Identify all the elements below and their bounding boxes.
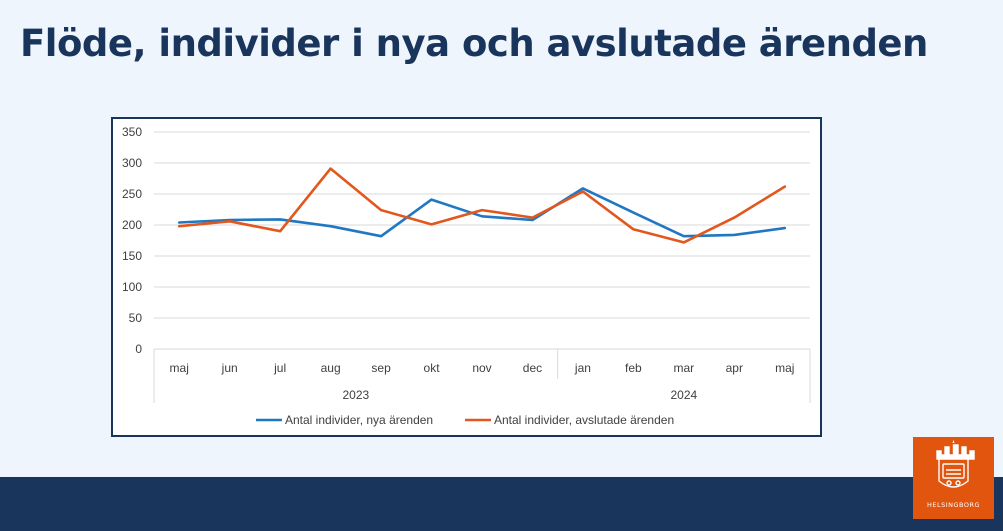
y-tick-label: 50 <box>129 311 143 325</box>
helsingborg-logo: HELSINGBORG <box>913 437 994 519</box>
x-tick-label: aug <box>321 361 341 375</box>
y-tick-label: 200 <box>122 218 142 232</box>
x-group-label: 2024 <box>670 388 697 402</box>
y-axis-ticks: 0 50 100 150 200 250 300 350 <box>122 125 142 356</box>
footer-band <box>0 477 1003 531</box>
y-tick-label: 300 <box>122 156 142 170</box>
legend-label-2: Antal individer, avslutade ärenden <box>494 413 674 427</box>
logo-text: HELSINGBORG <box>926 501 981 509</box>
legend-label-1: Antal individer, nya ärenden <box>285 413 433 427</box>
x-tick-label: jul <box>273 361 286 375</box>
x-tick-label: okt <box>424 361 441 375</box>
series-lines <box>177 167 787 244</box>
y-tick-label: 100 <box>122 280 142 294</box>
y-tick-label: 350 <box>122 125 142 139</box>
legend: Antal individer, nya ärenden Antal indivi… <box>256 413 674 427</box>
x-tick-label: dec <box>523 361 542 375</box>
series-line-2 <box>177 167 787 244</box>
x-tick-label: jan <box>574 361 591 375</box>
chart-frame: 0 50 100 150 200 250 300 350 maj jun jul aug sep okt… <box>111 117 822 437</box>
x-axis: maj jun jul aug sep okt nov dec jan feb mar apr maj 2… <box>153 349 811 403</box>
x-tick-label: maj <box>170 361 189 375</box>
x-tick-label: apr <box>726 361 743 375</box>
page-title: Flöde, individer i nya och avslutade äre… <box>20 22 928 65</box>
x-group-label: 2023 <box>342 388 369 402</box>
x-tick-label: maj <box>775 361 794 375</box>
y-tick-label: 0 <box>135 342 142 356</box>
x-tick-label: nov <box>472 361 491 375</box>
x-tick-label: sep <box>371 361 391 375</box>
x-tick-label: jun <box>221 361 238 375</box>
y-tick-label: 150 <box>122 249 142 263</box>
y-tick-label: 250 <box>122 187 142 201</box>
castle-crest-icon <box>936 440 975 488</box>
x-tick-label: mar <box>674 361 695 375</box>
line-chart: 0 50 100 150 200 250 300 350 maj jun jul aug sep okt… <box>122 125 811 427</box>
gridlines <box>154 131 810 350</box>
series-line-1 <box>177 187 787 238</box>
x-tick-label: feb <box>625 361 642 375</box>
